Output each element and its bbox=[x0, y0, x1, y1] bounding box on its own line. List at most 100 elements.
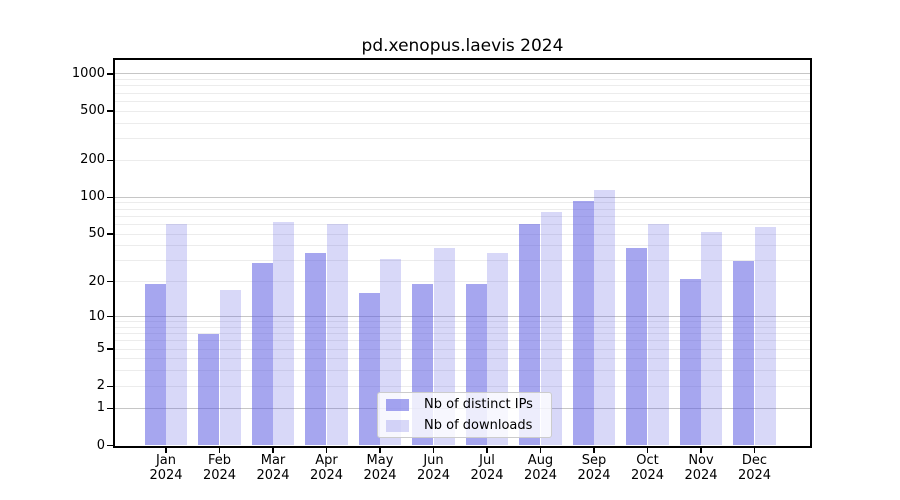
gridline-minor-9 bbox=[115, 321, 810, 323]
bar-downloads-apr bbox=[326, 223, 348, 446]
gridline-major-1000 bbox=[115, 73, 810, 75]
gridline-minor-4 bbox=[115, 358, 810, 360]
y-tick-10 bbox=[107, 315, 113, 318]
bar-ips-nov bbox=[679, 279, 701, 446]
gridline-minor-400 bbox=[115, 122, 810, 124]
gridline-minor-8 bbox=[115, 326, 810, 328]
gridline-minor-7 bbox=[115, 333, 810, 335]
bar-ips-oct bbox=[626, 248, 648, 446]
y-tick-label-2: 2 bbox=[96, 378, 105, 394]
bar-downloads-dec bbox=[754, 227, 776, 446]
x-tick-label-oct: Oct 2024 bbox=[630, 452, 665, 484]
bar-downloads-mar bbox=[273, 221, 295, 446]
x-tick-dec bbox=[753, 447, 756, 453]
x-tick-label-sep: Sep 2024 bbox=[577, 452, 611, 484]
x-tick-sep bbox=[593, 447, 595, 453]
legend-item-downloads: Nb of downloads bbox=[386, 416, 551, 435]
gridline-minor-40 bbox=[115, 245, 810, 247]
gridline-minor-800 bbox=[115, 85, 810, 87]
y-tick-label-5: 5 bbox=[96, 341, 105, 357]
x-tick-label-feb: Feb 2024 bbox=[202, 452, 237, 484]
x-tick-feb bbox=[218, 447, 221, 453]
gridline-minor-900 bbox=[115, 79, 810, 81]
gridline-minor-6 bbox=[115, 340, 810, 342]
chart-title: pd.xenopus.laevis 2024 bbox=[361, 36, 564, 56]
legend-label-distinct-ips: Nb of distinct IPs bbox=[424, 397, 533, 412]
x-tick-label-apr: Apr 2024 bbox=[309, 452, 344, 484]
spine-bottom bbox=[113, 445, 812, 448]
gridline-minor-5 bbox=[115, 348, 810, 350]
x-tick-jan bbox=[165, 447, 167, 453]
y-tick-50 bbox=[107, 233, 113, 235]
x-tick-oct bbox=[646, 447, 649, 453]
x-tick-nov bbox=[700, 447, 702, 453]
y-tick-2 bbox=[107, 385, 113, 388]
gridline-minor-3 bbox=[115, 370, 810, 372]
gridline-minor-70 bbox=[115, 215, 810, 217]
legend-swatch-downloads bbox=[386, 419, 409, 432]
spine-top bbox=[113, 57, 812, 60]
bar-downloads-feb bbox=[219, 290, 241, 446]
gridline-minor-80 bbox=[115, 208, 810, 210]
legend-label-downloads: Nb of downloads bbox=[424, 418, 533, 433]
gridline-minor-20 bbox=[115, 281, 810, 283]
bar-ips-feb bbox=[198, 333, 220, 446]
plot-area: 0 1 2 5 10 20 50 100 200 500 1000 Jan 2024 Feb 2024 M… bbox=[72, 57, 812, 483]
bar-ips-jan bbox=[144, 284, 166, 446]
x-tick-label-aug: Aug 2024 bbox=[523, 452, 558, 484]
gridline-minor-2 bbox=[115, 385, 810, 387]
y-tick-100 bbox=[107, 196, 113, 198]
y-tick-label-0: 0 bbox=[96, 437, 105, 453]
bar-downloads-sep bbox=[594, 190, 616, 446]
gridline-minor-60 bbox=[115, 223, 810, 225]
y-tick-label-50: 50 bbox=[88, 226, 105, 242]
x-tick-aug bbox=[539, 447, 542, 453]
gridline-minor-300 bbox=[115, 138, 810, 140]
gridline-minor-90 bbox=[115, 202, 810, 204]
y-tick-5 bbox=[107, 348, 113, 350]
y-tick-label-10: 10 bbox=[88, 308, 105, 324]
x-tick-label-nov: Nov 2024 bbox=[684, 452, 718, 484]
x-tick-label-may: May 2024 bbox=[363, 452, 397, 484]
spine-left bbox=[113, 57, 115, 448]
bar-ips-aug bbox=[519, 223, 541, 446]
y-tick-500 bbox=[107, 110, 113, 112]
y-tick-label-20: 20 bbox=[88, 273, 105, 289]
y-tick-1 bbox=[107, 407, 113, 409]
x-tick-may bbox=[379, 447, 381, 453]
spine-right bbox=[810, 57, 812, 448]
y-tick-0 bbox=[107, 444, 113, 447]
y-tick-label-1000: 1000 bbox=[71, 65, 105, 81]
x-tick-label-dec: Dec 2024 bbox=[737, 452, 772, 484]
bar-ips-apr bbox=[305, 252, 327, 446]
legend-item-distinct-ips: Nb of distinct IPs bbox=[386, 395, 551, 414]
y-tick-label-100: 100 bbox=[80, 189, 105, 205]
bar-downloads-nov bbox=[701, 231, 723, 446]
gridline-minor-200 bbox=[115, 159, 810, 161]
x-tick-jun bbox=[432, 447, 435, 453]
bar-ips-dec bbox=[733, 260, 755, 446]
gridline-minor-500 bbox=[115, 110, 810, 112]
x-tick-label-jan: Jan 2024 bbox=[149, 452, 183, 484]
bar-downloads-aug bbox=[540, 211, 562, 446]
bar-ips-may bbox=[358, 293, 380, 446]
bar-ips-mar bbox=[251, 262, 273, 446]
y-tick-1000 bbox=[107, 73, 113, 75]
x-tick-label-jul: Jul 2024 bbox=[470, 452, 504, 484]
gridline-minor-30 bbox=[115, 260, 810, 262]
gridline-major-10 bbox=[115, 315, 810, 318]
y-tick-20 bbox=[107, 281, 113, 283]
legend: Nb of distinct IPs Nb of downloads bbox=[377, 392, 552, 438]
y-tick-label-1: 1 bbox=[96, 400, 105, 416]
x-tick-label-mar: Mar 2024 bbox=[256, 452, 290, 484]
y-tick-200 bbox=[107, 159, 113, 161]
bar-ips-sep bbox=[572, 201, 594, 446]
legend-swatch-distinct-ips bbox=[386, 398, 409, 411]
bar-downloads-jan bbox=[166, 224, 188, 446]
x-tick-label-jun: Jun 2024 bbox=[416, 452, 451, 484]
y-tick-label-200: 200 bbox=[80, 152, 105, 168]
x-tick-apr bbox=[325, 447, 328, 453]
x-tick-jul bbox=[486, 447, 488, 453]
gridline-minor-600 bbox=[115, 100, 810, 102]
